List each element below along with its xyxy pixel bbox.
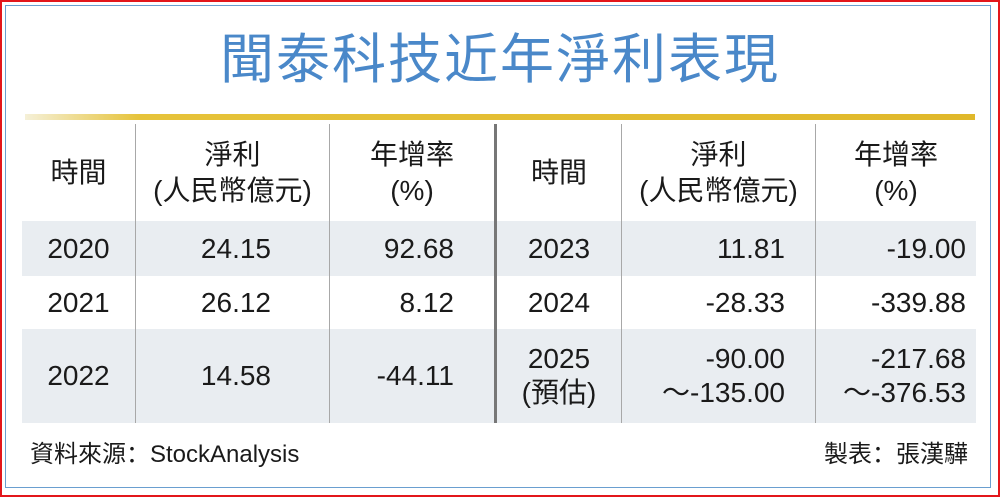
cell-profit-2: -90.00 ～-135.00 <box>621 329 816 423</box>
title-rule <box>25 114 975 120</box>
cell-year-2: 2024 <box>494 276 622 329</box>
col-header-profit-2: 淨利 (人民幣億元) <box>621 124 816 221</box>
cell-year: 2022 <box>22 329 136 423</box>
cell-year-2: 2023 <box>494 221 622 276</box>
credit-note: 製表：張漢驊 <box>824 441 968 468</box>
cell-profit-2: 11.81 <box>621 221 816 276</box>
col-header-time-2: 時間 <box>494 124 622 221</box>
cell-year: 2020 <box>22 221 136 276</box>
chart-title: 聞泰科技近年淨利表現 <box>220 30 780 90</box>
cell-year-2: 2025 (預估) <box>494 329 622 423</box>
cell-profit: 26.12 <box>135 276 330 329</box>
col-header-profit: 淨利 (人民幣億元) <box>135 124 330 221</box>
cell-growth-2: -217.68 ～-376.53 <box>815 329 976 423</box>
table-row: 2022 14.58 -44.11 2025 (預估) -90.00 ～-135.0… <box>22 329 976 423</box>
source-note: 資料來源：StockAnalysis <box>30 441 300 468</box>
col-header-growth: 年增率 (%) <box>329 124 496 221</box>
inner-border <box>5 5 991 488</box>
cell-profit: 24.15 <box>135 221 330 276</box>
cell-profit: 14.58 <box>135 329 330 423</box>
net-profit-table: 時間 淨利 (人民幣億元) 年增率 (%) 時間 淨利 (人民幣億元) 年增率 (%) … <box>22 124 976 423</box>
cell-year: 2021 <box>22 276 136 329</box>
col-header-growth-2: 年增率 (%) <box>815 124 976 221</box>
header-row: 時間 淨利 (人民幣億元) 年增率 (%) 時間 淨利 (人民幣億元) 年增率 (%) <box>22 124 976 221</box>
estimate-note: (預估) <box>521 377 597 408</box>
table-row: 2020 24.15 92.68 2023 11.81 -19.00 <box>22 221 976 276</box>
cell-growth: 8.12 <box>329 276 496 329</box>
cell-growth: -44.11 <box>329 329 496 423</box>
cell-growth-2: -339.88 <box>815 276 976 329</box>
cell-profit-2: -28.33 <box>621 276 816 329</box>
cell-growth-2: -19.00 <box>815 221 976 276</box>
col-header-time: 時間 <box>50 156 107 188</box>
table-row: 2021 26.12 8.12 2024 -28.33 -339.88 <box>22 276 976 329</box>
cell-growth: 92.68 <box>329 221 496 276</box>
